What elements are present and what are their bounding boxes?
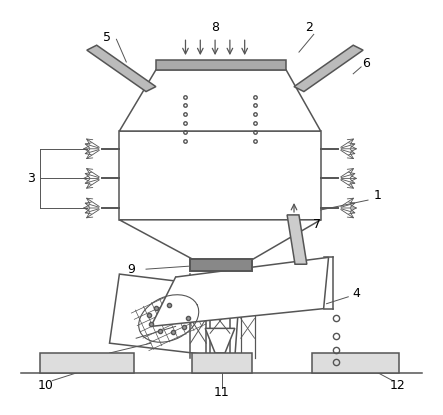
Polygon shape	[205, 328, 235, 353]
Text: 7: 7	[313, 218, 321, 231]
Text: 8: 8	[211, 21, 219, 34]
Bar	[192, 353, 252, 373]
Text: 5: 5	[103, 31, 111, 44]
Bar	[40, 353, 134, 373]
Polygon shape	[287, 215, 307, 264]
Text: 11: 11	[214, 386, 230, 399]
Polygon shape	[294, 45, 363, 92]
Text: 6: 6	[362, 57, 370, 71]
Text: 9: 9	[127, 263, 135, 276]
Bar	[119, 131, 321, 220]
Polygon shape	[119, 220, 321, 262]
Text: 1: 1	[374, 189, 382, 202]
Text: 4: 4	[352, 287, 360, 300]
Polygon shape	[151, 257, 329, 326]
Bar	[312, 353, 399, 373]
Polygon shape	[119, 70, 321, 131]
Text: 2: 2	[305, 21, 313, 34]
Text: 10: 10	[38, 379, 53, 392]
Text: 3: 3	[27, 172, 35, 185]
Polygon shape	[109, 274, 240, 358]
Bar	[190, 259, 252, 271]
Polygon shape	[87, 45, 156, 92]
Bar	[156, 60, 286, 70]
Text: 12: 12	[390, 379, 405, 392]
